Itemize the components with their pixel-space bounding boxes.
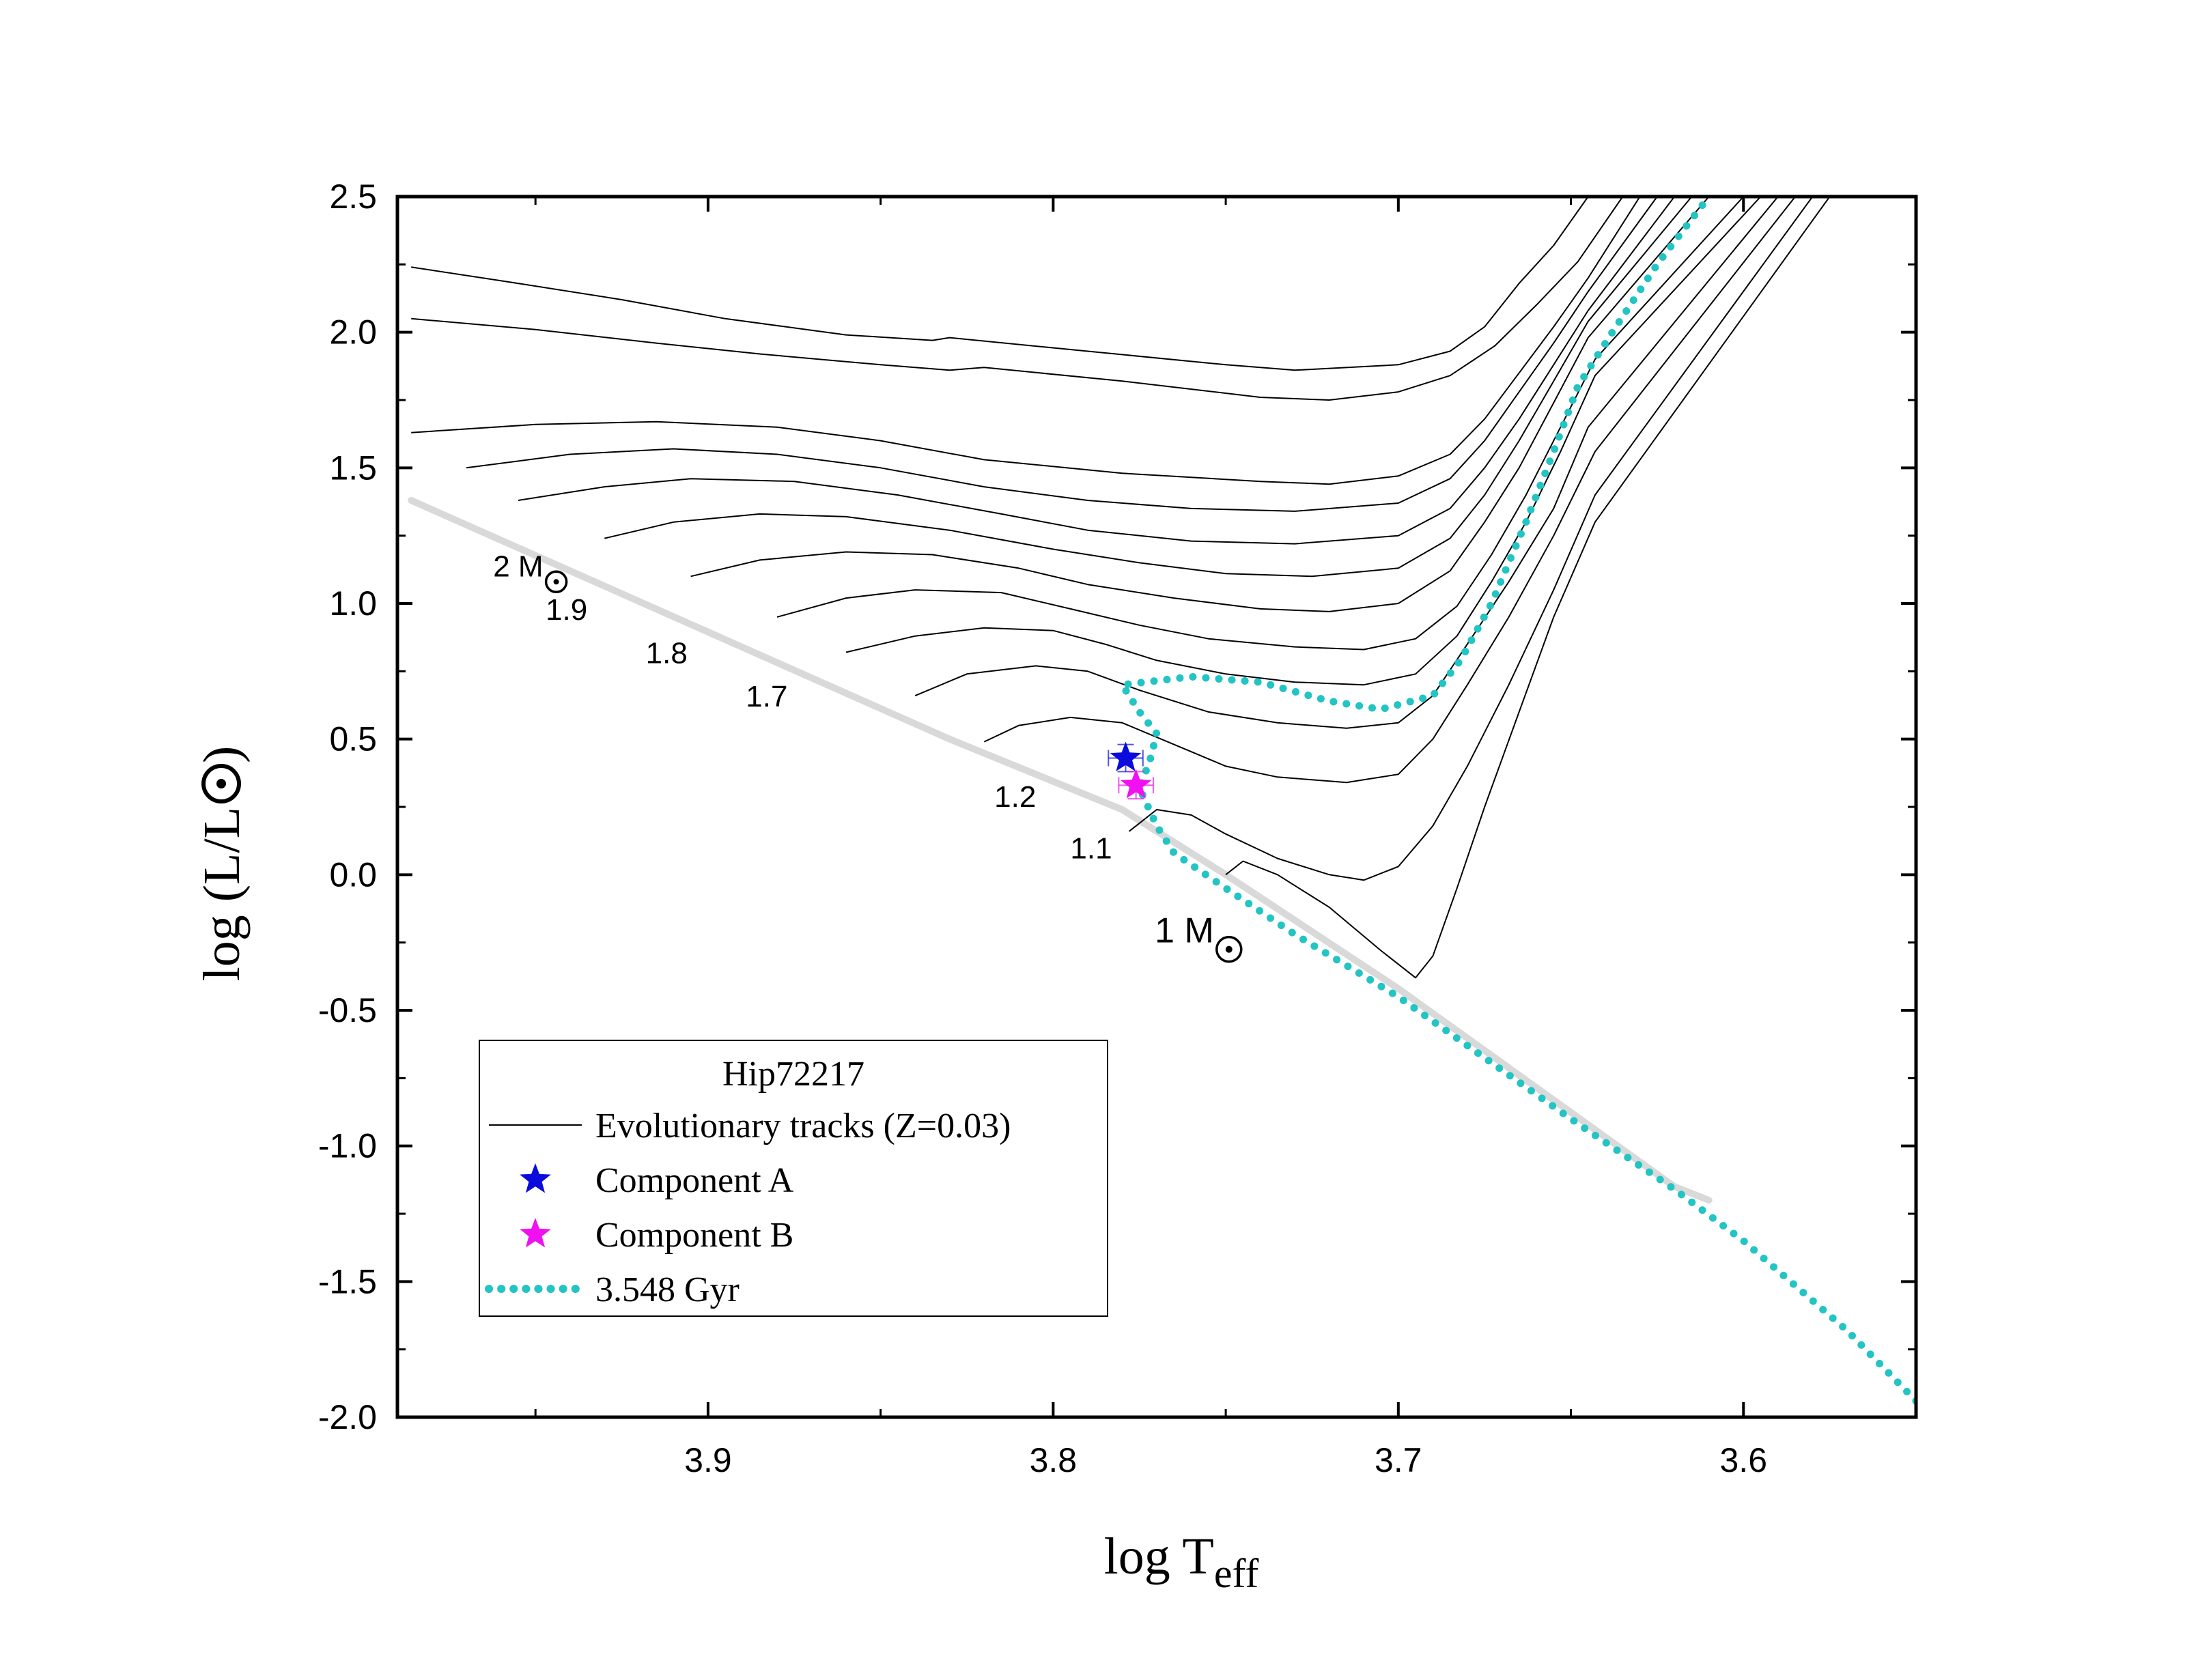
mass-label: 2 M bbox=[493, 550, 543, 583]
star-icon bbox=[1110, 741, 1142, 771]
x-tick-label: 3.6 bbox=[1720, 1441, 1768, 1479]
mass-label: 1.2 bbox=[994, 780, 1036, 814]
star-icon bbox=[520, 1218, 551, 1248]
legend: Hip72217 Evolutionary tracks (Z=0.03) Co… bbox=[479, 1040, 1108, 1317]
legend-label-component-a: Component A bbox=[595, 1161, 794, 1200]
evolutionary-tracks bbox=[411, 197, 1831, 979]
star-icon bbox=[520, 1163, 551, 1193]
mass-label: 1.9 bbox=[546, 593, 587, 627]
x-tick-label: 3.9 bbox=[684, 1441, 732, 1479]
sun-symbol-dot bbox=[553, 579, 559, 585]
x-tick-label: 3.8 bbox=[1030, 1441, 1078, 1479]
track-1-35-msun bbox=[776, 197, 1745, 651]
y-tick-label: 1.0 bbox=[329, 584, 377, 623]
x-axis-title: log Teff bbox=[1104, 1528, 1259, 1596]
isochrone-line bbox=[1116, 197, 1916, 1405]
y-tick-label: -1.5 bbox=[318, 1262, 377, 1300]
isochrone-layer bbox=[1116, 197, 1916, 1405]
track-1-2-msun bbox=[983, 197, 1796, 784]
track-1-msun bbox=[1225, 197, 1831, 979]
svg-text:log (L/L: log (L/L bbox=[193, 807, 251, 981]
component-b-marker bbox=[1118, 769, 1154, 800]
star-icon bbox=[1120, 769, 1152, 799]
track-1-3-msun bbox=[845, 197, 1762, 686]
y-tick-label: 1.5 bbox=[329, 449, 377, 487]
y-tick-label: 2.0 bbox=[329, 313, 377, 352]
legend-title: Hip72217 bbox=[722, 1055, 864, 1094]
x-axis-subscript: eff bbox=[1214, 1551, 1259, 1596]
legend-label-tracks: Evolutionary tracks (Z=0.03) bbox=[595, 1107, 1011, 1145]
y-tick-label: -1.0 bbox=[318, 1127, 377, 1165]
track-1-25-msun bbox=[914, 197, 1779, 729]
track-2-msun bbox=[411, 197, 1589, 371]
sun-symbol bbox=[201, 764, 241, 803]
track-1-1-msun bbox=[1128, 197, 1814, 881]
mass-label: 1.1 bbox=[1070, 831, 1112, 865]
track-1-6-msun bbox=[518, 197, 1675, 545]
mass-label: 1.7 bbox=[746, 680, 787, 713]
legend-star-b-icon bbox=[520, 1218, 551, 1248]
legend-star-a-icon bbox=[520, 1163, 551, 1193]
mass-labels: 2 M1.9 1.8 1.7 1.2 1.1 1 M bbox=[493, 550, 1243, 963]
components-layer bbox=[1108, 741, 1154, 800]
axis-ticks: -2.0 -1.5 -1.0 -0.5 0.0 0.5 1.0 1.5 2.0 2.5 3.9 3.8… bbox=[318, 177, 1917, 1479]
sun-symbol-dot bbox=[1225, 945, 1233, 953]
svg-text:): ) bbox=[193, 746, 251, 763]
component-a-marker bbox=[1108, 741, 1144, 773]
sun-symbol bbox=[544, 570, 568, 594]
track-1-4-msun bbox=[690, 197, 1710, 612]
track-1-9-msun bbox=[411, 197, 1624, 401]
mass-label: 1 M bbox=[1155, 911, 1214, 951]
track-1-7-msun bbox=[466, 197, 1658, 512]
y-tick-label: -0.5 bbox=[318, 991, 377, 1029]
y-tick-label: 0.5 bbox=[329, 720, 377, 758]
y-tick-label: 2.5 bbox=[329, 177, 377, 216]
y-axis-title: log (L/L ) bbox=[193, 746, 251, 982]
legend-label-component-b: Component B bbox=[595, 1216, 793, 1255]
legend-box bbox=[479, 1040, 1108, 1317]
mass-label: 1.8 bbox=[646, 636, 688, 670]
sun-symbol-dot bbox=[216, 779, 226, 788]
legend-label-isochrone: 3.548 Gyr bbox=[595, 1270, 740, 1309]
x-tick-label: 3.7 bbox=[1375, 1441, 1422, 1479]
y-tick-label: -2.0 bbox=[318, 1398, 377, 1436]
sun-symbol bbox=[1215, 935, 1243, 963]
track-1-5-msun bbox=[604, 197, 1693, 578]
track-1-8-msun bbox=[411, 197, 1641, 485]
y-tick-label: 0.0 bbox=[329, 855, 377, 894]
